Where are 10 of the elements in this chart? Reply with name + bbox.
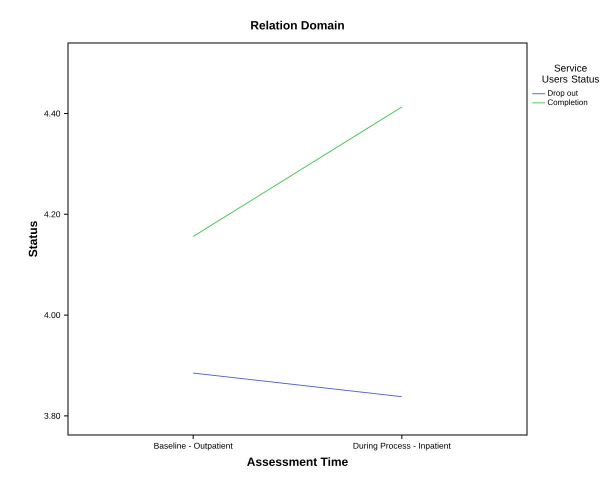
y-tick-label: 4.40 [44,110,60,117]
y-tick-label: 3.80 [44,412,60,419]
x-tick-label: Baseline - Outpatient [154,442,233,450]
legend-title: Service Users Status [542,64,600,83]
y-tick-label: 4.20 [44,211,60,218]
y-tick-label: 4.00 [44,312,60,318]
x-tick-label: During Process - Inpatient [354,442,451,450]
chart-title: Relation Domain [251,20,344,30]
y-axis-title: Status [28,221,38,257]
x-axis-title: Assessment Time [247,457,348,466]
